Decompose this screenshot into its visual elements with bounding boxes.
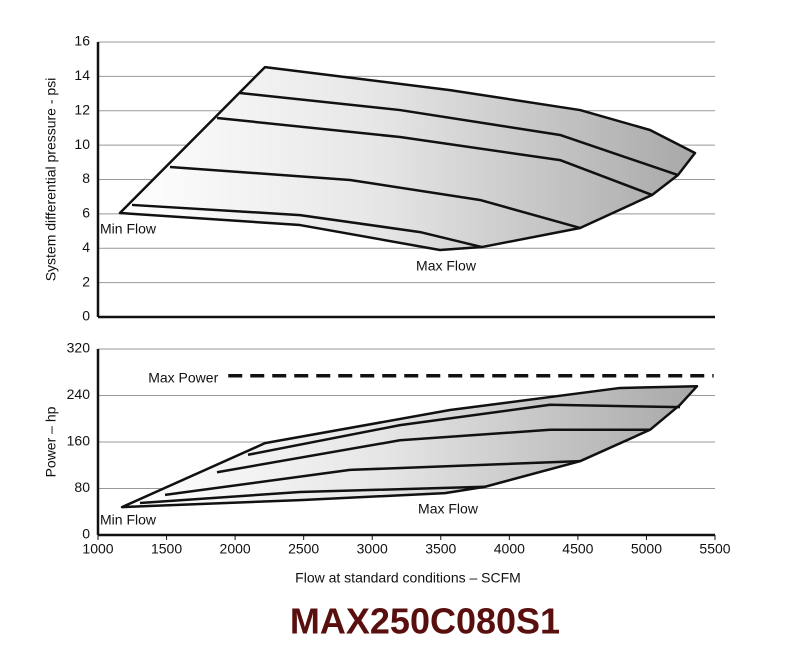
y-tick-label: 10 [74,136,90,152]
x-tick-label: 1000 [82,541,113,557]
y-tick-label: 4 [82,239,90,255]
y-axis-label: Power – hp [43,406,59,477]
speed-curve [169,165,581,230]
y-tick-label: 0 [82,308,90,324]
y-tick-label: 6 [82,205,90,221]
speed-curve [131,203,483,249]
x-tick-label: 3500 [425,541,456,557]
y-tick-label: 16 [74,33,90,49]
y-tick-label: 14 [74,67,90,83]
x-tick-label: 2000 [220,541,251,557]
y-tick-label: 80 [74,479,90,495]
x-tick-label: 2500 [288,541,319,557]
annotation: Max Flow [416,258,477,274]
x-tick-label: 3000 [357,541,388,557]
max-power-label: Max Power [148,369,218,385]
y-tick-label: 240 [67,386,91,402]
x-tick-label: 5500 [699,541,730,557]
x-axis-label: Flow at standard conditions – SCFM [295,570,521,586]
y-tick-label: 2 [82,273,90,289]
annotation: Min Flow [100,221,157,237]
y-tick-label: 8 [82,170,90,186]
speed-curve [164,459,581,497]
annotation: Min Flow [100,512,157,528]
annotation: Max Flow [418,501,479,517]
speed-curve [239,91,679,177]
y-tick-label: 0 [82,526,90,542]
envelope [120,384,699,509]
x-tick-label: 4000 [494,541,525,557]
speed-curve [216,428,651,474]
y-axis-label: System differential pressure - psi [43,78,59,282]
x-tick-label: 5000 [631,541,662,557]
speed-curve [139,485,486,505]
x-tick-label: 1500 [151,541,182,557]
speed-curve [216,116,653,197]
chart-title: MAX250C080S1 [290,601,560,642]
speed-curve [247,403,681,457]
y-tick-label: 320 [67,340,91,356]
y-tick-label: 160 [67,433,91,449]
y-tick-label: 12 [74,101,90,117]
x-tick-label: 4500 [562,541,593,557]
envelope [118,65,697,252]
